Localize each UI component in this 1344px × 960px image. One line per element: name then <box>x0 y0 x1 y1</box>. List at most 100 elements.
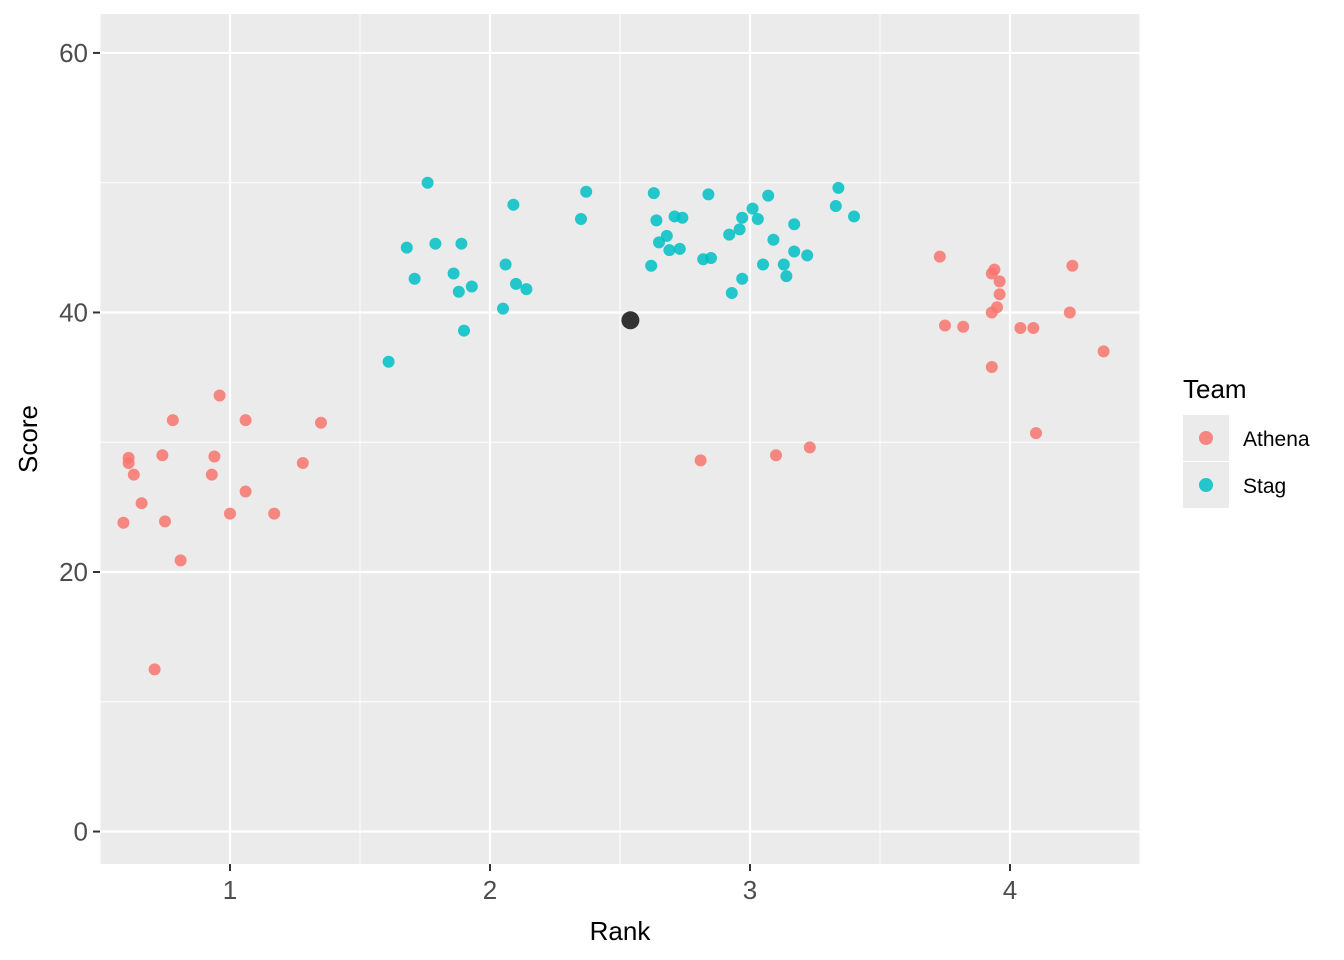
x-tick-label: 3 <box>743 875 757 905</box>
data-point-stag <box>647 187 660 200</box>
data-point-athena <box>213 389 226 402</box>
data-point-stag <box>499 258 512 271</box>
data-point-stag <box>848 210 860 223</box>
data-point-stag <box>736 211 749 224</box>
data-point-stag <box>757 258 769 271</box>
legend-label-athena: Athena <box>1243 428 1310 451</box>
data-point-stag <box>705 251 717 264</box>
data-point-athena <box>694 454 707 467</box>
data-point-stag <box>736 272 749 285</box>
data-point-athena <box>957 320 970 333</box>
data-point-stag <box>746 202 759 215</box>
data-point-athena <box>803 441 816 454</box>
data-point-stag <box>733 223 746 236</box>
data-point-stag <box>777 258 790 271</box>
data-point-athena <box>148 663 161 676</box>
data-point-stag <box>580 185 593 198</box>
x-axis: 1 2 3 4 <box>223 864 1017 905</box>
data-point-athena <box>1066 259 1079 272</box>
y-tick-label: 0 <box>74 817 88 847</box>
data-point-stag <box>447 267 460 280</box>
data-point-stag <box>497 302 509 315</box>
data-point-stag <box>676 211 689 224</box>
data-point-stag <box>400 241 413 254</box>
data-point-stag <box>725 287 738 300</box>
data-point-stag <box>575 213 587 226</box>
x-tick-label: 2 <box>483 875 497 905</box>
data-point-athena <box>1014 322 1027 335</box>
data-points <box>117 176 1110 676</box>
data-point-athena <box>991 301 1003 314</box>
data-point-athena <box>985 360 998 373</box>
legend: Team Athena Stag <box>1183 374 1310 508</box>
y-tick-label: 60 <box>59 38 88 68</box>
data-point-stag <box>762 189 775 202</box>
data-point-stag <box>723 228 736 241</box>
legend-label-stag: Stag <box>1243 475 1286 498</box>
x-tick-label: 4 <box>1003 875 1017 905</box>
y-axis: 0 20 40 60 <box>59 38 100 847</box>
data-point-stag <box>788 245 801 258</box>
data-point-athena <box>296 457 309 470</box>
data-point-athena <box>1097 345 1110 358</box>
data-point-athena <box>239 485 252 498</box>
data-point-stag <box>702 188 715 201</box>
highlight-point <box>621 311 640 330</box>
data-point-athena <box>166 414 179 427</box>
data-point-stag <box>829 200 842 213</box>
data-point-athena <box>205 468 218 481</box>
legend-key-athena <box>1199 431 1213 445</box>
data-point-athena <box>770 449 782 462</box>
data-point-athena <box>1063 306 1076 319</box>
data-point-stag <box>507 198 520 211</box>
data-point-stag <box>421 176 434 189</box>
data-point-stag <box>510 277 522 290</box>
data-point-stag <box>452 285 465 298</box>
data-point-stag <box>645 259 658 272</box>
x-axis-title: Rank <box>590 916 652 946</box>
data-point-athena <box>156 449 169 462</box>
legend-title: Team <box>1183 374 1247 404</box>
data-point-stag <box>458 324 470 337</box>
data-point-athena <box>993 275 1006 288</box>
data-point-stag <box>663 244 676 257</box>
data-point-athena <box>117 516 130 529</box>
data-point-stag <box>660 229 673 242</box>
y-axis-title: Score <box>13 405 43 473</box>
data-point-athena <box>127 468 140 481</box>
data-point-athena <box>268 507 281 520</box>
data-point-athena <box>993 288 1006 301</box>
data-point-stag <box>465 280 478 293</box>
data-point-athena <box>1027 322 1040 335</box>
data-point-stag <box>767 233 780 246</box>
data-point-stag <box>408 272 421 285</box>
data-point-athena <box>224 507 236 520</box>
data-point-stag <box>520 283 533 296</box>
data-point-athena <box>933 250 946 263</box>
data-point-stag <box>673 242 686 255</box>
data-point-athena <box>159 515 171 528</box>
x-tick-label: 1 <box>223 875 237 905</box>
data-point-stag <box>780 270 793 283</box>
legend-key-stag <box>1199 478 1213 492</box>
y-tick-label: 20 <box>59 557 88 587</box>
data-point-stag <box>650 214 663 227</box>
minor-grid <box>99 14 1141 864</box>
data-point-athena <box>988 263 1001 276</box>
data-point-athena <box>122 451 135 464</box>
data-point-stag <box>429 237 442 250</box>
major-grid <box>100 14 1140 864</box>
data-point-stag <box>832 181 845 194</box>
data-point-stag <box>455 237 468 250</box>
data-point-athena <box>239 414 252 427</box>
data-point-athena <box>1030 427 1042 440</box>
y-tick-label: 40 <box>59 297 88 327</box>
data-point-athena <box>315 416 327 429</box>
data-point-stag <box>801 249 814 262</box>
data-point-stag <box>788 218 801 231</box>
data-point-athena <box>939 319 951 332</box>
data-point-athena <box>208 450 221 463</box>
data-point-athena <box>135 497 148 510</box>
data-point-stag <box>382 355 395 368</box>
